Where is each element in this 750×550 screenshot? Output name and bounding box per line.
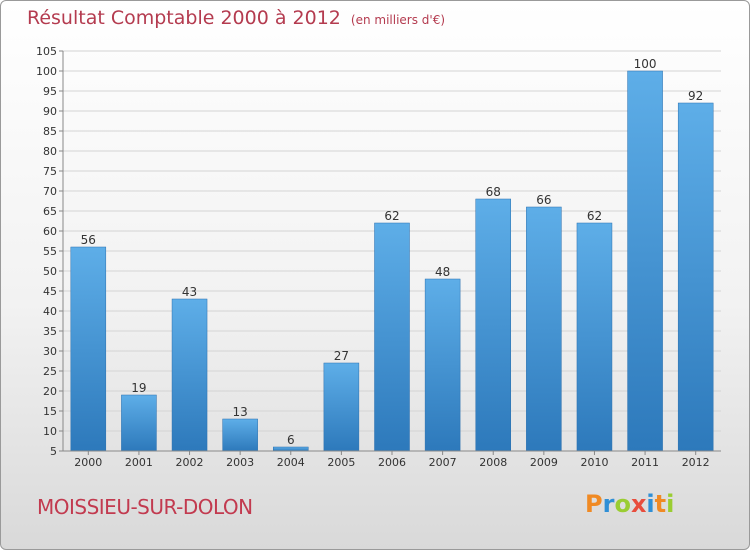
data-label: 56	[81, 233, 96, 247]
x-tick-label: 2008	[479, 456, 507, 469]
data-label: 43	[182, 285, 197, 299]
y-tick-label: 40	[43, 305, 57, 318]
bar	[121, 394, 157, 452]
chart-title: Résultat Comptable 2000 à 2012 (en millie…	[27, 7, 445, 29]
logo-letter: x	[630, 490, 647, 518]
logo-letter: i	[646, 490, 655, 518]
y-tick-label: 10	[43, 425, 57, 438]
x-tick-label: 2002	[176, 456, 204, 469]
logo-letter: t	[654, 490, 667, 518]
data-label: 13	[233, 405, 248, 419]
x-tick-label: 2000	[74, 456, 102, 469]
x-tick-label: 2010	[580, 456, 608, 469]
chart-title-text: Résultat Comptable 2000 à 2012	[27, 7, 341, 29]
y-tick-label: 30	[43, 345, 57, 358]
y-tick-label: 35	[43, 325, 57, 338]
bar	[475, 198, 511, 452]
data-label: 62	[587, 209, 602, 223]
data-label: 6	[287, 433, 295, 447]
bars	[70, 70, 714, 452]
bar	[627, 70, 663, 452]
bar	[273, 446, 309, 452]
y-tick-label: 90	[43, 105, 57, 118]
bar	[424, 278, 461, 452]
y-tick-label: 75	[43, 165, 57, 178]
y-tick-label: 25	[43, 365, 57, 378]
bar	[222, 418, 258, 452]
y-tick-label: 85	[43, 125, 57, 138]
data-label: 19	[131, 381, 146, 395]
x-tick-label: 2012	[682, 456, 710, 469]
data-label: 92	[688, 89, 703, 103]
x-tick-label: 2009	[530, 456, 558, 469]
data-label: 100	[634, 57, 657, 71]
data-label: 68	[486, 185, 501, 199]
commune-name: MOISSIEU-SUR-DOLON	[37, 495, 253, 519]
bar	[70, 246, 107, 452]
x-tick-label: 2007	[429, 456, 457, 469]
logo-letter: r	[602, 490, 615, 518]
y-tick-label: 50	[43, 265, 57, 278]
bar	[677, 102, 714, 452]
proxiti-logo: Proxiti	[585, 490, 674, 518]
data-label: 66	[536, 193, 551, 207]
logo-letter: o	[614, 490, 631, 518]
data-labels: 56 19 43 13 6 27 62 48 68 66 62 100 92	[81, 57, 704, 447]
x-axis: 2000 2001 2002 2003 2004 2005 2006 2007 2008 2009…	[63, 450, 721, 469]
y-tick-label: 80	[43, 145, 57, 158]
x-tick-label: 2003	[226, 456, 254, 469]
bar	[526, 206, 562, 452]
logo-letter: P	[585, 490, 603, 518]
y-tick-label: 65	[43, 205, 57, 218]
y-tick-label: 60	[43, 225, 57, 238]
y-tick-label: 105	[36, 45, 57, 58]
y-tick-label: 55	[43, 245, 57, 258]
bar	[374, 222, 410, 452]
bar	[576, 222, 613, 452]
y-tick-label: 45	[43, 285, 57, 298]
y-tick-label: 100	[36, 65, 57, 78]
bar	[171, 298, 208, 452]
data-label: 62	[384, 209, 399, 223]
y-tick-label: 70	[43, 185, 57, 198]
data-label: 48	[435, 265, 450, 279]
x-tick-label: 2004	[277, 456, 305, 469]
y-tick-label: 95	[43, 85, 57, 98]
y-tick-label: 20	[43, 385, 57, 398]
chart-unit-note: (en milliers d'€)	[350, 13, 446, 27]
x-tick-label: 2005	[327, 456, 355, 469]
y-tick-label: 15	[43, 405, 57, 418]
y-tick-label: 5	[50, 445, 57, 458]
x-tick-label: 2011	[631, 456, 659, 469]
logo-letter: i	[666, 490, 675, 518]
y-axis: 5 10 15 20 25 30 35 40 45 50 55 60 65 70 75 80 85 90 95 100…	[36, 45, 64, 458]
bar	[323, 362, 360, 452]
x-tick-label: 2006	[378, 456, 406, 469]
data-label: 27	[334, 349, 349, 363]
x-tick-label: 2001	[125, 456, 153, 469]
